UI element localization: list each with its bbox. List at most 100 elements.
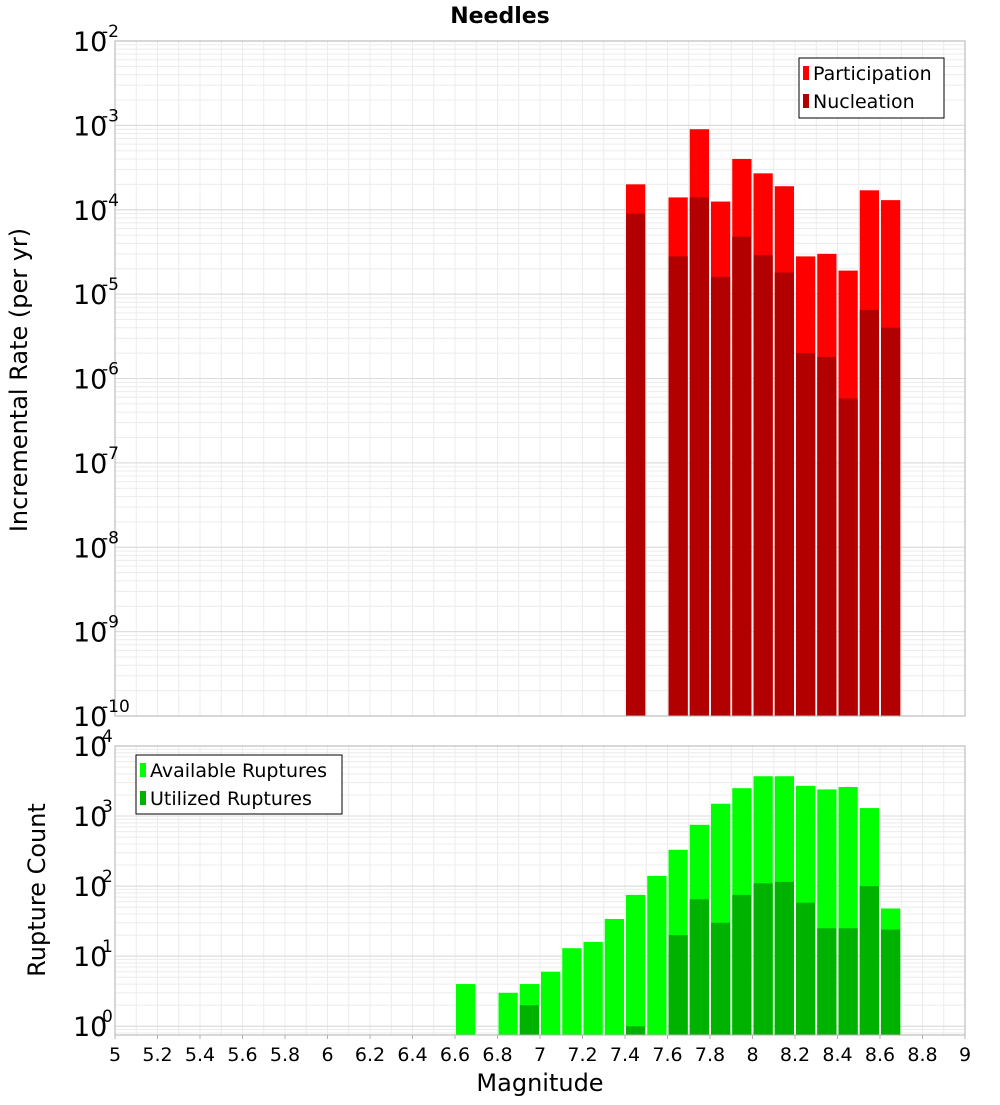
bar-nucleation: [774, 272, 794, 716]
y-tick-exponent: -2: [102, 22, 119, 42]
bar-available-ruptures: [604, 918, 624, 1035]
x-tick-label: 8.2: [780, 1044, 810, 1066]
y-tick-exponent: 2: [102, 867, 113, 887]
bar-available-ruptures: [647, 875, 667, 1035]
y-tick-label: 10: [73, 449, 107, 480]
bar-nucleation: [796, 353, 816, 716]
bar-utilized-ruptures: [689, 899, 709, 1035]
y-tick-label: 10: [73, 702, 107, 733]
y-tick-exponent: 4: [102, 727, 113, 747]
chart-title: Needles: [450, 4, 550, 29]
y-tick-label: 10: [73, 732, 107, 763]
y-tick-exponent: -7: [102, 444, 119, 464]
bars: [626, 129, 901, 717]
x-tick-label: 7.8: [695, 1044, 725, 1066]
bar-utilized-ruptures: [859, 886, 879, 1035]
x-tick-label: 8.4: [822, 1044, 852, 1066]
x-tick-label: 6.6: [440, 1044, 470, 1066]
x-tick-label: 5: [109, 1044, 121, 1066]
bar-available-ruptures: [541, 971, 561, 1035]
y-tick-exponent: -10: [102, 697, 130, 717]
x-tick-label: 6.2: [355, 1044, 385, 1066]
bar-available-ruptures: [626, 894, 646, 1035]
y-tick-exponent: -3: [102, 106, 119, 126]
y-tick-exponent: 3: [102, 797, 113, 817]
bar-utilized-ruptures: [753, 883, 773, 1035]
legend-label-participation: Participation: [813, 63, 932, 85]
legend-swatch-utilized: [140, 791, 146, 805]
y-tick-label: 10: [73, 802, 107, 833]
x-tick-label: 6.8: [482, 1044, 512, 1066]
x-tick-label: 6: [321, 1044, 333, 1066]
bar-utilized-ruptures: [796, 902, 816, 1035]
bar-utilized-ruptures: [838, 928, 858, 1035]
legend-swatch-available: [140, 763, 146, 777]
x-tick-label: 7.6: [652, 1044, 682, 1066]
y-tick-exponent: -8: [102, 528, 119, 548]
bar-utilized-ruptures: [881, 929, 901, 1035]
bar-nucleation: [838, 398, 858, 716]
bar-nucleation: [689, 197, 709, 717]
y-tick-exponent: 1: [102, 937, 113, 957]
bar-nucleation: [881, 327, 901, 716]
y-tick-exponent: 0: [102, 1007, 113, 1027]
bar-nucleation: [711, 276, 731, 716]
y-tick-label: 10: [73, 365, 107, 396]
y-tick-label: 10: [73, 942, 107, 973]
plot-frame: [114, 40, 966, 717]
legend-swatch-nucleation: [803, 94, 809, 108]
y-tick-exponent: -6: [102, 360, 119, 380]
bar-utilized-ruptures: [519, 1005, 539, 1035]
bar-available-ruptures: [583, 941, 603, 1035]
bar-nucleation: [668, 256, 688, 716]
bar-utilized-ruptures: [668, 935, 688, 1035]
y-tick-label: 10: [73, 111, 107, 142]
x-tick-label: 7.2: [567, 1044, 597, 1066]
x-tick-label: 8.6: [865, 1044, 895, 1066]
y-axis-label: Rupture Count: [23, 803, 51, 977]
y-tick-exponent: -5: [102, 275, 119, 295]
legend-label-utilized: Utilized Ruptures: [150, 788, 312, 810]
y-tick-label: 10: [73, 618, 107, 649]
x-tick-labels: 5 5.2 5.4 5.6 5.8 6 6.2 6.4 6.6 6.8 7 7.2 7.4 7.6 7.8 8…: [109, 1035, 971, 1066]
legend: Available Ruptures Utilized Ruptures: [135, 754, 343, 815]
grid: [114, 745, 966, 1035]
x-tick-label: 8: [746, 1044, 758, 1066]
bar-available-ruptures: [562, 948, 582, 1035]
x-tick-label: 5.8: [270, 1044, 300, 1066]
legend: Participation Nucleation: [798, 57, 945, 119]
bar-nucleation: [753, 255, 773, 716]
x-tick-label: 8.8: [907, 1044, 937, 1066]
x-tick-label: 5.6: [227, 1044, 257, 1066]
bar-utilized-ruptures: [626, 1026, 646, 1035]
y-axis-label: Incremental Rate (per yr): [5, 228, 33, 532]
y-tick-label: 10: [73, 872, 107, 903]
x-tick-label: 7.4: [610, 1044, 640, 1066]
bar-nucleation: [732, 236, 752, 716]
y-tick-label: 10: [73, 27, 107, 58]
x-tick-label: 5.2: [142, 1044, 172, 1066]
bars: [456, 776, 901, 1035]
x-axis-label: Magnitude: [476, 1069, 603, 1097]
legend-label-nucleation: Nucleation: [813, 91, 915, 113]
legend-label-available: Available Ruptures: [150, 760, 327, 782]
y-tick-label: 10: [73, 280, 107, 311]
y-tick-exponent: -4: [102, 191, 119, 211]
bar-utilized-ruptures: [817, 928, 837, 1035]
bar-nucleation: [859, 309, 879, 716]
bar-available-ruptures: [456, 984, 476, 1035]
x-tick-label: 6.4: [397, 1044, 427, 1066]
x-tick-label: 7: [534, 1044, 546, 1066]
bar-available-ruptures: [498, 992, 518, 1035]
y-tick-label: 10: [73, 533, 107, 564]
legend-swatch-participation: [803, 66, 809, 80]
bar-utilized-ruptures: [774, 881, 794, 1035]
bar-utilized-ruptures: [732, 894, 752, 1035]
legend-box: [135, 754, 343, 815]
bar-nucleation: [626, 213, 646, 717]
